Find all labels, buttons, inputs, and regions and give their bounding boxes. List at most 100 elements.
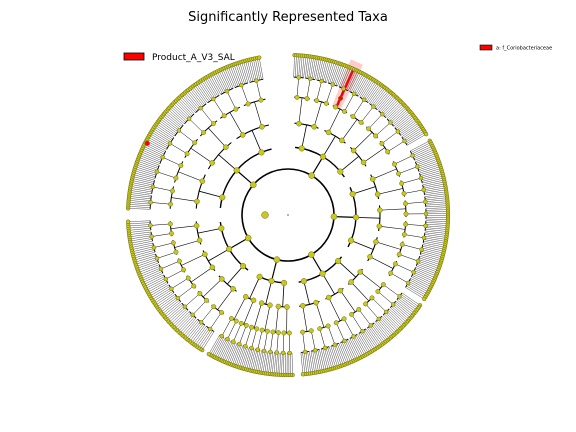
- leaf-branch: [183, 93, 199, 111]
- family-branch: [171, 277, 189, 290]
- class-branch: [199, 190, 223, 198]
- order-branch: [315, 302, 325, 328]
- leaf-branch: [180, 96, 196, 113]
- clade-legend: a: f_Coriobacteriaceae: [479, 44, 552, 52]
- order-node: [373, 239, 379, 245]
- leaf-branch: [397, 118, 416, 132]
- genus-node: [342, 338, 347, 344]
- order-arc: [169, 186, 174, 209]
- leaf-branch: [188, 322, 203, 341]
- leaf-branch: [228, 66, 237, 88]
- genus-node: [383, 309, 389, 315]
- root-node: [287, 214, 289, 216]
- leaf-branch: [368, 326, 382, 345]
- class-node: [268, 277, 275, 285]
- leaf-branch: [136, 162, 158, 171]
- order-arc: [211, 304, 225, 315]
- order-node: [239, 132, 246, 138]
- leaf-branch: [335, 64, 344, 86]
- genus-node: [219, 333, 225, 339]
- order-branch: [181, 254, 205, 266]
- leaf-branch: [358, 333, 371, 353]
- genus-node: [249, 345, 254, 351]
- leaf-branch: [352, 73, 364, 94]
- family-branch: [241, 85, 249, 105]
- leaf-branch: [381, 315, 398, 333]
- class-branch: [197, 227, 222, 234]
- class-node: [256, 273, 263, 280]
- leaf-branch: [128, 228, 151, 231]
- order-node: [209, 264, 216, 271]
- order-branch: [379, 225, 406, 230]
- family-node: [356, 306, 362, 312]
- family-node: [399, 242, 405, 247]
- class-arc: [367, 237, 378, 262]
- family-node: [342, 108, 347, 114]
- family-branch: [319, 328, 326, 348]
- leaf-branch: [177, 98, 193, 116]
- leaf-branch: [194, 327, 209, 346]
- order-node: [193, 222, 200, 229]
- order-branch: [253, 303, 262, 329]
- leaf-branch: [156, 123, 175, 137]
- family-node: [254, 326, 260, 332]
- leaf-branch: [327, 61, 335, 83]
- leaf-branch: [374, 90, 389, 108]
- leaf-branch: [415, 267, 437, 277]
- leaf-branch: [316, 58, 322, 81]
- leaf-branch: [311, 57, 316, 80]
- leaf-branch: [420, 252, 442, 260]
- leaf-branch: [268, 351, 272, 374]
- leaf-branch: [179, 316, 195, 334]
- leaf-branch: [215, 72, 226, 93]
- leaf-branch: [170, 106, 187, 122]
- leaf-branch: [272, 352, 275, 375]
- genus-node: [390, 302, 396, 307]
- leaf-branch: [283, 352, 285, 375]
- class-branch: [265, 280, 272, 305]
- family-branch: [390, 272, 409, 284]
- leaf-branch: [347, 70, 358, 91]
- kingdom-node: [261, 211, 269, 219]
- class-node: [337, 168, 344, 175]
- order-branch: [190, 267, 213, 283]
- genus-node: [405, 280, 411, 286]
- leaf-branch: [395, 300, 414, 315]
- leaf-branch: [209, 75, 221, 95]
- class-arc: [195, 221, 202, 245]
- leaf-branch: [343, 341, 353, 362]
- leaf-branch: [362, 330, 376, 350]
- leaf-branch: [186, 321, 201, 339]
- leaf-branch: [151, 131, 171, 144]
- genus-node: [376, 316, 382, 322]
- order-node: [325, 129, 332, 136]
- genus-node: [319, 78, 324, 84]
- family-node: [396, 251, 402, 257]
- class-arc: [299, 300, 320, 307]
- leaf-branch: [418, 164, 440, 172]
- leaf-branch: [425, 205, 448, 208]
- family-branch: [371, 297, 387, 313]
- leaf-branch: [184, 320, 200, 338]
- family-branch: [404, 234, 425, 239]
- leaf-branch: [332, 345, 340, 367]
- order-branch: [275, 306, 279, 333]
- order-branch: [353, 132, 373, 151]
- leaf-node: [125, 219, 131, 224]
- family-node: [314, 98, 320, 104]
- leaf-branch: [189, 88, 204, 107]
- family-node: [219, 309, 224, 315]
- family-node: [396, 171, 401, 177]
- family-branch: [169, 143, 188, 154]
- leaf-branch: [259, 57, 264, 80]
- leaf-branch: [131, 180, 154, 186]
- leaf-branch: [253, 58, 259, 81]
- leaf-branch: [223, 341, 233, 362]
- leaf-branch: [199, 81, 213, 100]
- leaf-branch: [227, 342, 236, 364]
- leaf-branch: [395, 114, 414, 129]
- family-branch: [352, 99, 365, 117]
- leaf-branch: [140, 151, 162, 161]
- order-arc: [220, 106, 241, 119]
- leaf-branch: [154, 291, 174, 304]
